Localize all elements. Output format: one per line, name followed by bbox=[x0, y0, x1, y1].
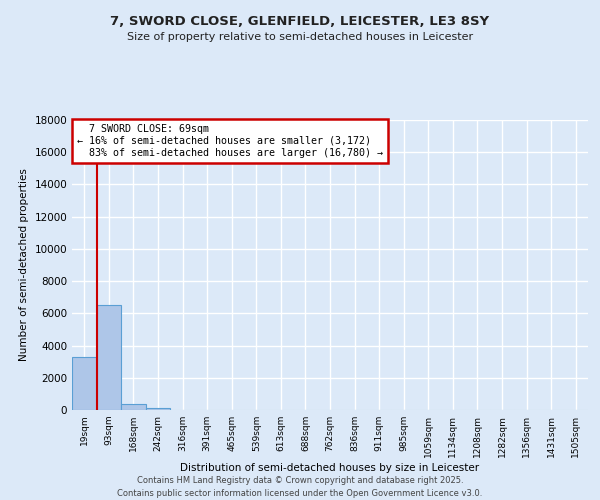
Text: Size of property relative to semi-detached houses in Leicester: Size of property relative to semi-detach… bbox=[127, 32, 473, 42]
Bar bbox=[72, 357, 97, 410]
Text: Contains HM Land Registry data © Crown copyright and database right 2025.
Contai: Contains HM Land Registry data © Crown c… bbox=[118, 476, 482, 498]
Text: 7 SWORD CLOSE: 69sqm
← 16% of semi-detached houses are smaller (3,172)
  83% of : 7 SWORD CLOSE: 69sqm ← 16% of semi-detac… bbox=[77, 124, 383, 158]
X-axis label: Distribution of semi-detached houses by size in Leicester: Distribution of semi-detached houses by … bbox=[181, 462, 479, 472]
Bar bbox=[97, 306, 121, 410]
Text: 7, SWORD CLOSE, GLENFIELD, LEICESTER, LE3 8SY: 7, SWORD CLOSE, GLENFIELD, LEICESTER, LE… bbox=[110, 15, 490, 28]
Y-axis label: Number of semi-detached properties: Number of semi-detached properties bbox=[19, 168, 29, 362]
Bar bbox=[146, 408, 170, 410]
Bar bbox=[121, 404, 146, 410]
